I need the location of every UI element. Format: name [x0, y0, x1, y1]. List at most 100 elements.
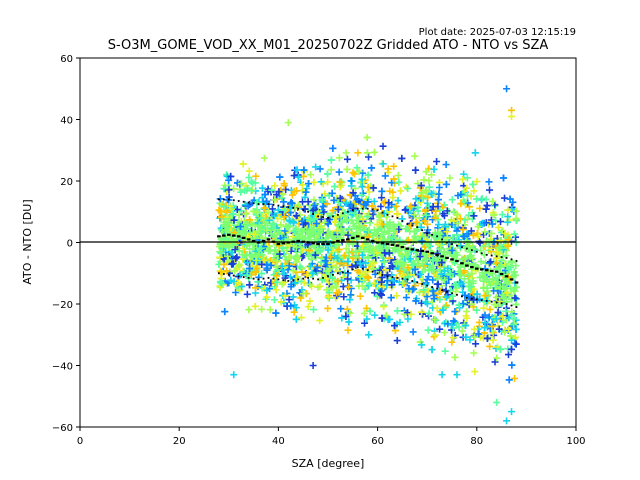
scatter-point — [430, 165, 438, 173]
y-tick-label: −60 — [52, 423, 73, 434]
scatter-point — [226, 215, 234, 223]
scatter-point — [247, 178, 255, 186]
scatter-point — [477, 258, 485, 266]
band-marker — [401, 277, 404, 280]
scatter-point — [512, 325, 520, 333]
scatter-point — [344, 326, 352, 334]
scatter-point — [244, 202, 252, 210]
scatter-point — [371, 279, 379, 287]
scatter-point — [275, 188, 283, 196]
scatter-point — [470, 325, 478, 333]
scatter-point — [423, 213, 431, 221]
scatter-point — [396, 267, 404, 275]
scatter-point — [497, 218, 505, 226]
band-marker — [451, 292, 453, 295]
scatter-point — [288, 191, 296, 199]
band-marker — [510, 258, 513, 261]
scatter-point — [416, 253, 424, 261]
scatter-point — [368, 260, 376, 268]
band-marker — [297, 207, 300, 210]
scatter-point — [438, 371, 446, 379]
scatter-point — [388, 281, 396, 289]
scatter-point — [245, 167, 253, 175]
band-marker — [366, 269, 369, 272]
band-marker — [232, 274, 235, 277]
scatter-point — [360, 200, 368, 208]
scatter-point — [281, 213, 289, 221]
scatter-point — [317, 178, 325, 186]
scatter-point — [359, 242, 367, 250]
scatter-point — [442, 287, 450, 295]
scatter-point — [251, 302, 259, 310]
band-marker — [327, 275, 329, 278]
scatter-point — [365, 331, 373, 339]
scatter-point — [263, 293, 271, 301]
scatter-point — [366, 219, 374, 227]
scatter-point — [284, 119, 292, 127]
mean-series — [217, 233, 519, 284]
scatter-point — [394, 171, 402, 179]
band-marker — [282, 205, 285, 208]
scatter-point — [488, 220, 496, 228]
scatter-point — [465, 293, 473, 301]
scatter-point — [492, 259, 500, 267]
scatter-point — [425, 309, 433, 317]
scatter-point — [232, 254, 240, 262]
scatter-point — [359, 169, 367, 177]
band-marker — [227, 198, 230, 201]
y-tick-label: 40 — [60, 116, 73, 127]
band-marker — [515, 306, 518, 308]
scatter-point — [351, 209, 359, 217]
scatter-point — [243, 259, 251, 267]
scatter-point — [358, 183, 366, 191]
scatter-point — [407, 202, 415, 210]
band-marker — [361, 207, 364, 210]
scatter-point — [450, 317, 458, 325]
scatter-point — [436, 266, 444, 274]
scatter-point — [438, 259, 446, 267]
scatter-point — [381, 266, 389, 274]
scatter-point — [371, 148, 379, 156]
band-marker — [317, 278, 319, 281]
scatter-point — [468, 270, 476, 278]
scatter-point — [360, 309, 368, 317]
scatter-point — [352, 261, 360, 269]
scatter-point — [487, 244, 495, 252]
scatter-point — [436, 206, 444, 214]
scatter-point — [425, 183, 433, 191]
scatter-point — [508, 311, 516, 319]
scatter-point — [414, 203, 422, 211]
scatter-point — [295, 232, 303, 240]
band-marker — [446, 290, 448, 293]
scatter-point — [343, 305, 351, 313]
scatter-point — [465, 230, 473, 238]
scatter-point — [252, 267, 260, 275]
scatter-point — [329, 144, 337, 152]
scatter-point — [354, 267, 362, 275]
scatter-point — [331, 218, 339, 226]
scatter-point — [344, 269, 352, 277]
x-tick-label: 40 — [272, 436, 285, 447]
scatter-point — [379, 142, 387, 150]
scatter-point — [235, 260, 243, 268]
scatter-point — [304, 303, 312, 311]
scatter-point — [497, 244, 505, 252]
band-marker — [406, 223, 409, 225]
scatter-point — [300, 166, 308, 174]
band-marker — [282, 279, 285, 282]
band-marker — [376, 272, 379, 275]
scatter-point — [470, 333, 478, 341]
scatter-point — [351, 184, 359, 192]
chart-title: S-O3M_GOME_VOD_XX_M01_20250702Z Gridded … — [108, 38, 549, 53]
band-marker — [277, 278, 280, 281]
band-marker — [426, 232, 429, 235]
scatter-point — [260, 257, 268, 265]
scatter-point — [423, 293, 431, 301]
scatter-point — [429, 287, 437, 295]
band-marker — [436, 235, 439, 238]
scatter-point — [436, 295, 444, 303]
scatter-point — [497, 261, 505, 269]
scatter-point — [289, 293, 297, 301]
scatter-point — [455, 301, 463, 309]
scatter-point — [502, 307, 510, 315]
